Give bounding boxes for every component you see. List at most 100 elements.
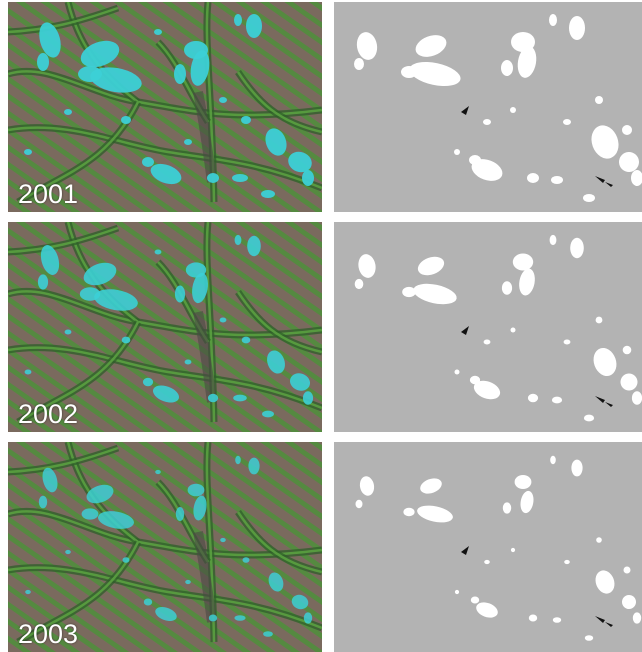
glacier-patch [38,495,48,509]
glacier-patch [121,336,131,344]
glacier-patch [219,317,227,323]
glacier-mask-blob [623,566,631,574]
glacier-mask-blob [549,234,557,246]
glacier-patch [121,116,131,124]
satellite-terrain [8,442,322,652]
glacier-patch [94,289,138,311]
glacier-patch [233,394,247,402]
glacier-mask-blob [454,589,460,595]
glacier-patch [24,149,32,155]
satellite-terrain [8,2,322,212]
glacier-patch [42,467,58,493]
glacier-patch [90,67,142,93]
glacier-mask-blob [583,414,595,422]
glacier-mask-blob [354,278,364,290]
glacier-patch [247,235,261,257]
glacier-mask-blob [622,345,632,355]
glacier-mask-blob [469,375,481,385]
glacier-patch [150,163,182,185]
shadow-mark [461,546,469,555]
glacier-mask-blob [571,459,583,477]
glacier-mask-2001 [334,2,642,212]
glacier-patch [184,359,192,365]
glacier-mask-blob [420,478,442,494]
valley-line [8,70,322,117]
glacier-patch [241,116,251,124]
glacier-patch [86,484,114,504]
glacier-mask-blob [502,502,512,514]
glacier-patch [143,598,153,606]
glacier-mask-blob [356,32,378,60]
glacier-patch [142,157,154,167]
glacier-mask-blob [527,393,539,403]
shadow-mark [595,396,605,403]
glacier-mask-blob [510,327,516,333]
glacier-patch [37,274,49,290]
glacier-patch [235,455,241,465]
glacier-mask-blob [483,119,491,125]
glacier-mask-blob [413,283,457,305]
glacier-patch [64,109,72,115]
glacier-mask-blob [512,253,534,271]
glacier-patch [155,606,177,622]
glacier-mask-blob [520,490,534,514]
glacier-patch [190,50,210,86]
glacier-mask-blob [595,316,603,324]
valley-line [8,6,119,34]
valley-line [236,291,322,354]
glacier-mask-blob [631,170,642,186]
glacier-mask-2003 [334,442,642,652]
glacier-patch [187,483,205,497]
glacier-patch [267,350,285,374]
glacier-mask-blob [551,176,563,184]
mask-shapes [355,455,642,641]
glacier-mask-blob [471,159,503,181]
glacier-patch [65,549,71,555]
satellite-image-2003: 2003 [8,442,322,652]
glacier-mask-blob [454,149,460,155]
glacier-patch [302,170,314,186]
glacier-patch [193,495,207,521]
glacier-patch [246,14,262,38]
glacier-patch [25,589,31,595]
year-label: 2001 [18,179,79,209]
glacier-patch [142,377,154,387]
glacier-mask-blob [470,596,480,604]
glacier-mask-blob [469,155,481,165]
glacier-patch [302,391,314,405]
glacier-patch [265,128,287,156]
valley-shadow [193,91,217,183]
glacier-mask-blob [591,125,619,159]
glacier-mask-blob [622,595,636,609]
glacier-patch [208,614,218,622]
glacier-mask-blob [417,505,453,523]
glacier-mask-blob [595,570,615,594]
glacier-patch [242,557,250,563]
valley-line [8,446,119,474]
glacier-mask-blob [569,16,585,40]
shadow-mark [605,402,613,407]
glacier-patch [174,64,186,84]
glacier-patch [184,139,192,145]
glacier-mask-blob [402,286,416,298]
glacier-patch [232,174,248,182]
valley-line [236,511,322,574]
glacier-mask-blob [570,237,584,259]
glacier-mask-blob [596,537,602,543]
glacier-mask-blob [619,152,639,172]
glacier-mask-blob [501,281,513,295]
glacier-mask-blob [595,96,603,104]
shadow-mark [595,176,605,183]
glacier-mask-blob [583,194,595,202]
glacier-mask-blob [622,125,632,135]
year-label: 2002 [18,399,79,429]
glacier-mask-blob [620,373,638,391]
glacier-patch [37,53,49,71]
glacier-patch [288,151,312,173]
shadow-mark [605,622,613,627]
glacier-patch [83,262,117,286]
glacier-patch [261,190,275,198]
glacier-mask-blob [564,559,570,565]
glacier-patch [64,329,72,335]
glacier-patch [289,373,311,391]
